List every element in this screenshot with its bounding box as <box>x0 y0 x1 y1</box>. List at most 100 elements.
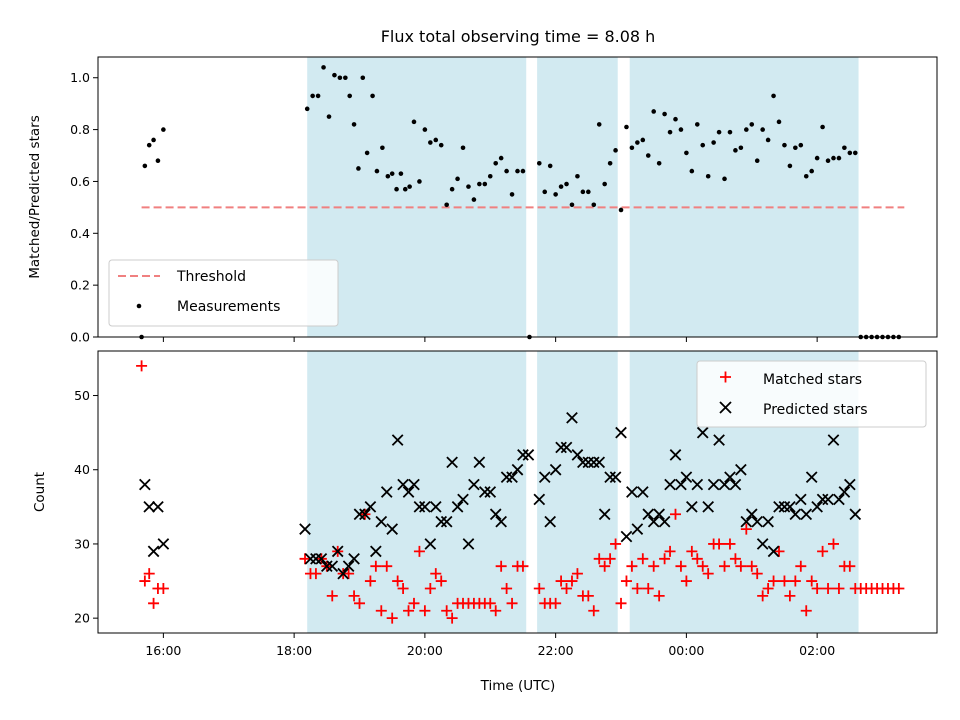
measurement-point <box>787 163 793 169</box>
matched-point <box>424 582 436 594</box>
measurement-point <box>466 184 471 189</box>
predicted-point <box>391 434 404 446</box>
matched-point <box>620 575 632 587</box>
predicted-point <box>468 478 480 491</box>
measurement-point <box>673 116 678 122</box>
measurement-point <box>487 173 493 179</box>
y-tick-label: 1.0 <box>70 70 90 85</box>
matched-point <box>375 605 387 617</box>
top-legend: Threshold Measurements <box>108 259 339 327</box>
measurement-point <box>509 192 515 197</box>
x-tick-label: 16:00 <box>145 643 181 658</box>
matched-point <box>446 612 458 624</box>
measurement-point <box>449 186 455 192</box>
matched-point <box>817 545 829 557</box>
matched-point <box>430 568 442 580</box>
measurement-point <box>326 114 332 119</box>
matched-point <box>664 545 676 557</box>
matched-point <box>637 553 649 565</box>
predicted-point <box>724 471 736 483</box>
matched-point <box>789 575 801 587</box>
measurement-point <box>569 202 575 208</box>
predicted-point <box>152 501 164 513</box>
y-tick-label: 50 <box>74 388 90 403</box>
matched-point <box>364 575 376 587</box>
measurement-point <box>782 142 787 148</box>
matched-point <box>680 575 692 587</box>
matched-point <box>735 560 747 572</box>
measurement-point <box>640 137 646 143</box>
measurement-point <box>407 184 412 189</box>
predicted-point <box>620 530 633 543</box>
bottom-y-axis-label: Count <box>32 472 48 512</box>
predicted-point <box>669 449 682 461</box>
matched-point <box>724 538 736 550</box>
measurement-point <box>438 142 444 148</box>
x-tick-label: 20:00 <box>407 643 443 658</box>
matched-point <box>642 582 654 594</box>
predicted-point <box>762 515 774 528</box>
predicted-point <box>778 501 791 513</box>
measurement-point <box>455 176 460 182</box>
y-tick-label: 30 <box>74 536 90 551</box>
measurement-point <box>460 145 466 151</box>
matched-point <box>702 568 714 580</box>
predicted-point <box>337 567 349 580</box>
predicted-point <box>598 508 611 521</box>
predicted-point <box>560 441 573 454</box>
measurement-point <box>498 155 504 161</box>
predicted-point <box>566 411 578 424</box>
measurement-point <box>831 155 836 161</box>
predicted-point <box>773 501 785 513</box>
measurement-point <box>744 127 749 132</box>
predicted-point <box>745 508 758 521</box>
matched-point <box>833 582 845 594</box>
matched-point <box>713 538 725 550</box>
measurement-point <box>776 119 782 125</box>
predicted-point <box>800 508 813 521</box>
measurement-point <box>809 168 814 174</box>
measurement-point <box>727 129 733 135</box>
measurement-point <box>142 163 148 169</box>
predicted-point <box>593 456 606 469</box>
top-panel-frame <box>97 56 938 338</box>
predicted-point <box>484 486 497 498</box>
matched-points <box>136 360 905 624</box>
measurement-point <box>711 140 716 145</box>
predicted-point <box>713 434 725 446</box>
measurement-point <box>651 109 657 114</box>
matched-point <box>403 605 415 617</box>
measurement-point <box>607 160 613 166</box>
predicted-point <box>353 508 366 521</box>
predicted-point <box>538 471 551 483</box>
measurement-point <box>520 168 526 174</box>
predicted-point <box>533 493 546 506</box>
matched-point <box>811 582 823 594</box>
matched-point <box>762 582 774 594</box>
predicted-point <box>473 456 486 469</box>
predicted-point <box>658 515 671 528</box>
predicted-point <box>408 478 420 491</box>
matched-point <box>419 605 431 617</box>
matched-point <box>822 582 834 594</box>
predicted-point <box>331 545 344 558</box>
predicted-point <box>571 449 584 461</box>
predicted-point <box>686 501 698 513</box>
bottom-x-ticks: 16:00 18:00 20:00 22:00 00:00 02:00 <box>145 633 835 658</box>
x-axis-label: Time (UTC) <box>480 678 556 694</box>
predicted-point <box>696 426 709 439</box>
measurement-point <box>754 158 760 164</box>
predicted-point <box>794 493 807 506</box>
legend-matched-swatch <box>720 371 731 383</box>
measurement-point <box>536 160 542 166</box>
predicted-point <box>446 456 458 469</box>
predicted-point <box>587 456 600 469</box>
measurement-point <box>360 75 366 81</box>
predicted-point <box>348 552 360 565</box>
measurement-point <box>852 150 858 156</box>
predicted-point <box>833 493 845 506</box>
predicted-point <box>740 515 753 528</box>
measurement-point <box>814 155 820 161</box>
measurement-point <box>337 75 343 81</box>
predicted-point <box>702 501 715 513</box>
